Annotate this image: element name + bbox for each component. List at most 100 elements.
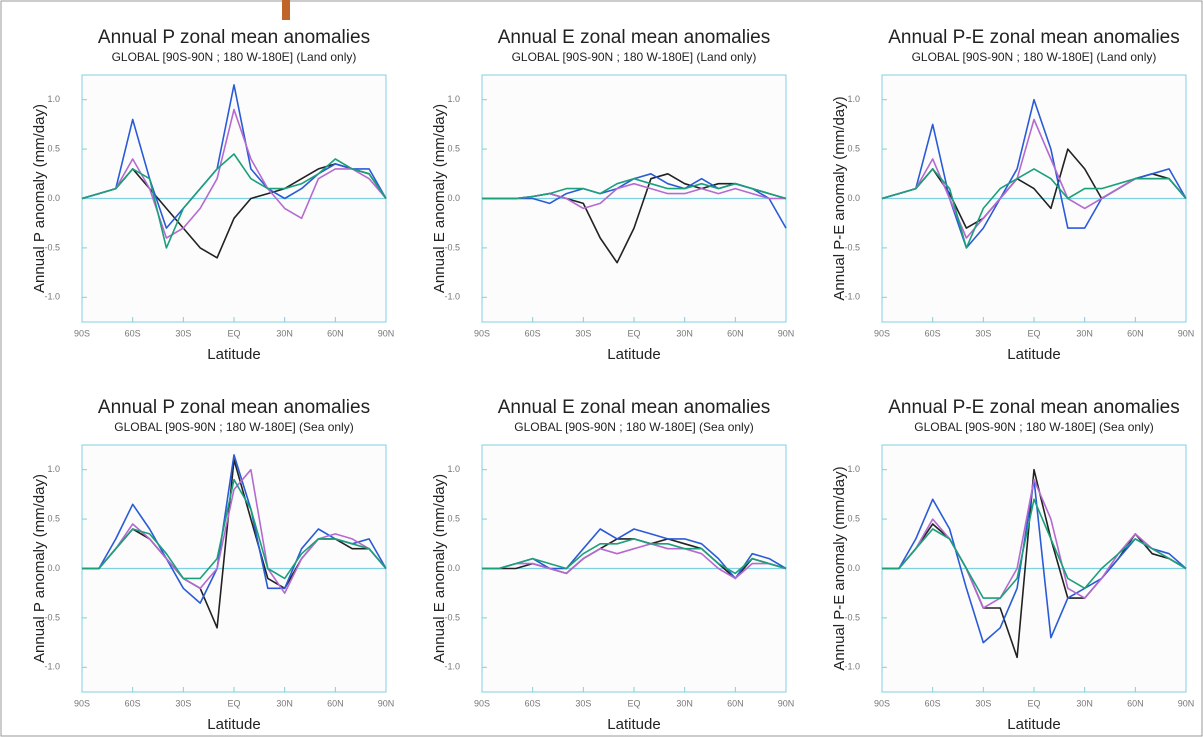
y-tick-label: 1.0 [447,94,460,104]
series-line [482,177,787,200]
accent-bar [282,0,290,20]
y-axis-label: Annual P-E anomaly (mm/day) [831,96,848,300]
chart-subtitle: GLOBAL [90S-90N ; 180 W-180E] (Sea only) [514,420,753,434]
chart-subtitle: GLOBAL [90S-90N ; 180 W-180E] (Sea only) [914,420,1153,434]
x-axis-label: Latitude [1007,346,1060,363]
chart-title: Annual E zonal mean anomalies [498,27,771,48]
y-tick-label: 1.0 [447,464,460,474]
chart-subtitle: GLOBAL [90S-90N ; 180 W-180E] (Land only… [912,50,1157,64]
y-tick-label: 0.0 [47,193,60,203]
x-tick-label: EQ [1027,698,1040,708]
x-tick-label: 30S [575,698,591,708]
x-tick-label: 60N [727,328,744,338]
chart-title: Annual P-E zonal mean anomalies [888,27,1180,48]
y-tick-label: 0.5 [447,513,460,523]
series-line [881,168,1187,249]
y-axis-label: Annual E anomaly (mm/day) [431,474,448,663]
x-tick-label: 60N [1127,328,1144,338]
x-tick-label: 30S [175,698,191,708]
series-line [81,84,387,229]
x-tick-label: 90N [1178,698,1195,708]
chart-title: Annual P zonal mean anomalies [98,397,370,418]
x-tick-label: 60N [1127,698,1144,708]
series-line [81,108,387,239]
y-tick-label: 0.0 [447,193,460,203]
series-line [82,478,387,580]
x-tick-label: EQ [1027,328,1040,338]
x-tick-label: 60N [727,698,744,708]
x-tick-label: 60N [327,698,344,708]
x-tick-label: 90S [74,698,90,708]
y-tick-label: 0.0 [847,193,860,203]
series-line [82,468,387,594]
y-tick-label: -1.0 [844,292,860,302]
x-axis-label: Latitude [607,346,660,363]
series-line [81,153,387,249]
x-tick-label: 90N [778,328,795,338]
x-tick-label: 60S [125,698,141,708]
y-tick-label: -0.5 [844,242,860,252]
x-tick-label: 30N [676,698,693,708]
chart-title: Annual E zonal mean anomalies [498,397,771,418]
y-tick-label: -1.0 [444,662,460,672]
x-axis-label: Latitude [207,346,260,363]
x-tick-label: EQ [627,328,640,338]
y-axis-label: Annual E anomaly (mm/day) [431,104,448,293]
x-tick-label: EQ [627,698,640,708]
x-tick-label: 30N [676,328,693,338]
x-tick-label: 90S [874,698,890,708]
y-tick-label: -1.0 [44,292,60,302]
y-tick-label: 0.5 [447,143,460,153]
y-tick-label: 0.5 [847,513,860,523]
x-tick-label: 60N [327,328,344,338]
y-tick-label: 1.0 [847,464,860,474]
x-axis-label: Latitude [207,716,260,733]
x-tick-label: 60S [925,698,941,708]
y-tick-label: 0.5 [847,143,860,153]
x-tick-label: 30S [975,698,991,708]
x-tick-label: EQ [227,328,240,338]
x-axis-label: Latitude [1007,716,1060,733]
y-tick-label: 1.0 [47,94,60,104]
y-tick-label: 0.0 [47,563,60,573]
y-tick-label: -0.5 [444,242,460,252]
series-line [482,543,787,580]
x-tick-label: 60S [925,328,941,338]
y-tick-label: -0.5 [444,612,460,622]
x-tick-label: 90S [474,328,490,338]
series-line [882,478,1187,609]
chart-subtitle: GLOBAL [90S-90N ; 180 W-180E] (Sea only) [114,420,353,434]
x-tick-label: 90S [474,698,490,708]
y-axis-label: Annual P-E anomaly (mm/day) [831,466,848,670]
x-tick-label: 30N [276,698,293,708]
y-tick-label: 0.0 [447,563,460,573]
y-tick-label: 0.5 [47,513,60,523]
y-tick-label: -0.5 [844,612,860,622]
x-tick-label: 30N [1076,698,1093,708]
x-tick-label: 90N [778,698,795,708]
chart-title: Annual P zonal mean anomalies [98,27,370,48]
y-tick-label: -1.0 [444,292,460,302]
y-tick-label: -1.0 [44,662,60,672]
x-tick-label: 60S [525,328,541,338]
y-tick-label: -0.5 [44,612,60,622]
chart-subtitle: GLOBAL [90S-90N ; 180 W-180E] (Land only… [512,50,757,64]
x-tick-label: 30N [276,328,293,338]
y-tick-label: 0.5 [47,143,60,153]
x-tick-label: 90N [1178,328,1195,338]
x-tick-label: 30N [1076,328,1093,338]
chart-title: Annual P-E zonal mean anomalies [888,397,1180,418]
series-line [482,538,787,575]
chart-subtitle: GLOBAL [90S-90N ; 180 W-180E] (Land only… [112,50,357,64]
x-tick-label: 30S [175,328,191,338]
x-tick-label: 30S [575,328,591,338]
x-tick-label: 90S [74,328,90,338]
y-tick-label: -1.0 [844,662,860,672]
x-tick-label: EQ [227,698,240,708]
x-tick-label: 90S [874,328,890,338]
x-tick-label: 90N [378,328,395,338]
x-axis-label: Latitude [607,716,660,733]
x-tick-label: 90N [378,698,395,708]
x-tick-label: 30S [975,328,991,338]
